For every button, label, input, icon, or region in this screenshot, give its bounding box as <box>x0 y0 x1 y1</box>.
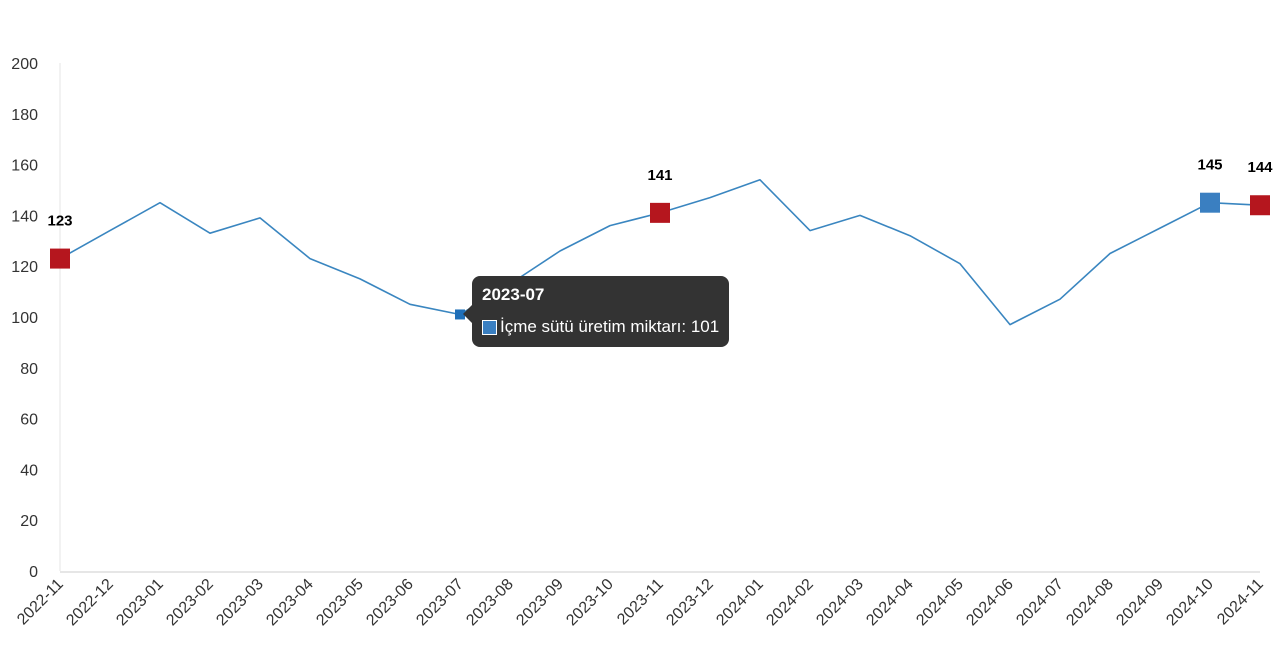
highlight-markers <box>50 192 1270 320</box>
y-tick-label: 180 <box>11 107 38 124</box>
x-tick-label: 2023-06 <box>363 576 417 630</box>
x-axis: 2022-112022-122023-012023-022023-032023-… <box>14 571 1267 630</box>
x-tick-label: 2023-11 <box>614 576 667 629</box>
y-tick-label: 120 <box>11 259 38 276</box>
x-tick-label: 2023-03 <box>213 576 267 630</box>
data-labels: 123 141 145 144 <box>47 157 1273 230</box>
x-tick-label: 2023-09 <box>513 576 567 630</box>
y-tick-label: 40 <box>20 462 38 479</box>
highlight-marker[interactable] <box>650 202 670 223</box>
x-tick-label: 2024-01 <box>713 576 767 630</box>
x-tick-label: 2023-04 <box>263 576 317 630</box>
x-tick-label: 2024-11 <box>1214 576 1267 629</box>
x-tick-label: 2022-11 <box>14 576 67 629</box>
data-label: 145 <box>1197 157 1222 174</box>
x-tick-label: 2024-04 <box>863 576 917 630</box>
x-tick-label: 2024-05 <box>913 576 967 630</box>
highlight-marker[interactable] <box>1250 195 1270 216</box>
tooltip-series-swatch <box>482 319 497 335</box>
x-tick-label: 2024-03 <box>813 576 867 630</box>
y-tick-label: 0 <box>29 564 38 581</box>
tooltip: 2023-07 İçme sütü üretim miktarı: 101 <box>462 276 730 348</box>
x-tick-label: 2023-08 <box>463 576 517 630</box>
tooltip-row: İçme sütü üretim miktarı: 101 <box>482 317 719 337</box>
hover-point-marker[interactable] <box>455 309 465 320</box>
x-tick-label: 2024-02 <box>763 576 817 630</box>
data-label: 144 <box>1247 159 1273 176</box>
x-tick-label: 2023-12 <box>663 576 717 630</box>
x-tick-label: 2024-07 <box>1013 576 1067 630</box>
y-tick-label: 20 <box>20 513 38 530</box>
x-tick-label: 2023-10 <box>563 576 617 630</box>
y-tick-label: 200 <box>11 56 38 73</box>
tooltip-series-label: İçme sütü üretim miktarı: 101 <box>500 317 720 337</box>
x-tick-label: 2022-12 <box>63 576 117 630</box>
x-tick-label: 2024-06 <box>963 576 1017 630</box>
y-tick-label: 60 <box>20 412 38 429</box>
highlight-marker[interactable] <box>50 248 70 269</box>
tooltip-title: 2023-07 <box>482 285 545 305</box>
x-tick-label: 2024-08 <box>1063 576 1117 630</box>
y-axis: 0 20 40 60 80 100 120 140 160 180 200 <box>11 56 61 581</box>
x-tick-label: 2024-10 <box>1163 576 1217 630</box>
y-tick-label: 160 <box>11 158 38 175</box>
y-tick-label: 80 <box>20 361 38 378</box>
x-tick-label: 2023-05 <box>313 576 367 630</box>
y-tick-label: 140 <box>11 208 38 225</box>
y-tick-label: 100 <box>11 310 38 327</box>
x-tick-label: 2023-07 <box>413 576 467 630</box>
data-label: 123 <box>47 213 72 230</box>
highlight-marker[interactable] <box>1200 192 1220 213</box>
data-label: 141 <box>647 167 672 184</box>
x-tick-label: 2023-02 <box>163 576 217 630</box>
x-tick-label: 2023-01 <box>113 576 167 630</box>
x-tick-label: 2024-09 <box>1113 576 1167 630</box>
